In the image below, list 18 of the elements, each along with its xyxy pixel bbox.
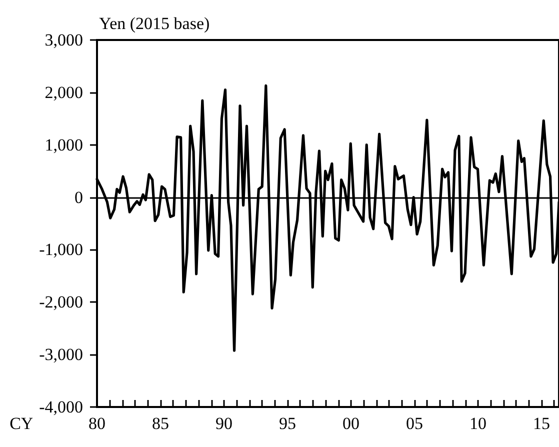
x-tick-label: 95	[278, 414, 296, 433]
x-tick-label: 05	[406, 414, 423, 433]
y-tick-label: 3,000	[44, 30, 83, 50]
x-tick-label: 00	[342, 414, 360, 433]
x-axis-title: CY	[10, 414, 34, 433]
x-tick-label: 85	[152, 414, 169, 433]
y-axis-title: Yen (2015 base)	[99, 14, 210, 33]
y-tick-label: -2,000	[39, 292, 83, 312]
x-tick-label: 10	[469, 414, 486, 433]
y-tick-label: -4,000	[39, 398, 83, 416]
x-tick-label: 15	[532, 414, 550, 433]
y-tick-label: -3,000	[39, 345, 83, 364]
y-tick-label: -1,000	[39, 240, 83, 260]
x-tick-label: 90	[215, 414, 232, 433]
x-tick-label: 80	[88, 414, 106, 433]
y-tick-label: 2,000	[44, 82, 83, 102]
y-tick-label: 1,000	[44, 135, 83, 154]
y-tick-label: 0	[74, 188, 83, 207]
